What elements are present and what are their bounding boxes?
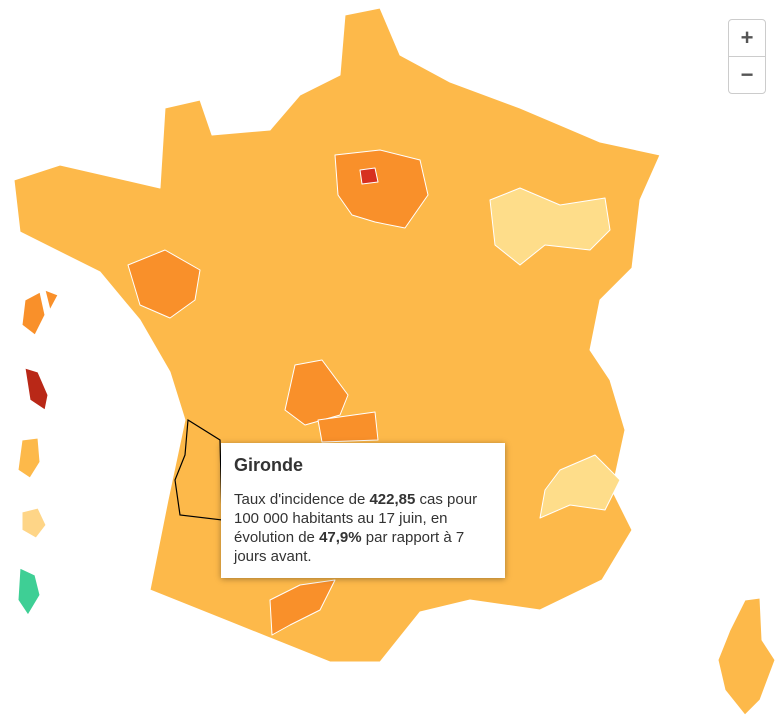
paris [359, 167, 379, 185]
text: cas pour 100 000 habitants au 17 juin, e… [234, 491, 478, 546]
paris-region [334, 149, 429, 229]
zoom-control: + − [728, 19, 766, 94]
zoom-out-button[interactable]: − [729, 56, 765, 93]
haute-vienne [284, 359, 349, 426]
drome-area [539, 454, 621, 519]
tooltip: Gironde Taux d'incidence de 422,85 cas p… [221, 443, 505, 578]
pyrenees [269, 579, 336, 636]
martinique [24, 367, 49, 411]
text: par rapport à 7 jours avant. [234, 529, 465, 565]
incidence-value: 422,85 [369, 491, 416, 508]
reunion [21, 507, 47, 539]
guyane [17, 437, 41, 479]
tooltip-text: Taux d'incidence de 422,85 cas pour 100 … [234, 490, 486, 566]
zoom-in-button[interactable]: + [740, 25, 754, 50]
evolution-value: 47,9% [319, 529, 362, 546]
correze [317, 411, 379, 443]
mayotte [17, 567, 41, 616]
corsica [717, 597, 776, 716]
text: Taux d'incidence de [234, 491, 370, 508]
gironde-outline [174, 418, 223, 521]
loire-atlantique [127, 249, 201, 319]
haute-marne-area [489, 187, 611, 266]
tooltip-title: Gironde [234, 455, 304, 475]
guadeloupe [21, 289, 59, 336]
